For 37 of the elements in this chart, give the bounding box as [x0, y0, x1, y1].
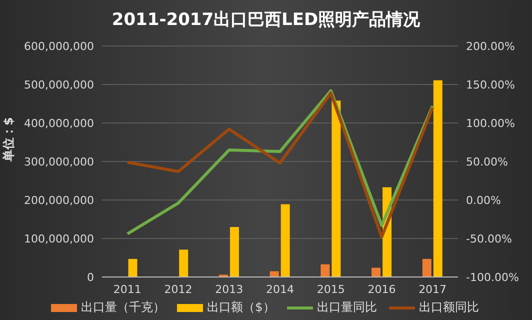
x-tick-label: 2014 — [266, 282, 294, 296]
y-tick-label: 100,000,000 — [24, 232, 94, 246]
chart-title: 2011-2017出口巴西LED照明产品情况 — [110, 9, 422, 32]
bar — [332, 100, 341, 277]
y2-tick-label: 100.00% — [466, 116, 515, 130]
y2-tick-label: 50.00% — [466, 155, 508, 168]
x-tick-label: 2013 — [215, 282, 244, 296]
legend-label: 出口量同比 — [316, 299, 377, 316]
bar — [422, 258, 432, 277]
y-tick-label: 300,000,000 — [24, 155, 94, 168]
y-tick-label: 500,000,000 — [24, 78, 94, 92]
bar — [128, 258, 138, 277]
x-tick-label: 2016 — [368, 282, 396, 296]
bar — [179, 250, 188, 277]
bar — [230, 226, 239, 277]
y2-tick-label: -100.00% — [466, 270, 519, 284]
x-tick-label: 2012 — [164, 282, 192, 296]
bar — [280, 204, 290, 277]
y2-tick-label: 200.00% — [466, 40, 515, 53]
x-tick-label: 2017 — [418, 282, 447, 296]
y-tick-label: 200,000,000 — [24, 194, 94, 207]
y-tick-label: 600,000,000 — [24, 40, 94, 53]
y-tick-label: 400,000,000 — [24, 116, 94, 130]
y-axis-title: 单位：$ — [1, 117, 16, 162]
bar — [270, 271, 279, 277]
y-tick-label: 0 — [87, 270, 94, 284]
legend-label: 出口额同比 — [418, 299, 479, 316]
y2-tick-label: -50.00% — [466, 232, 512, 246]
x-tick-label: 2015 — [316, 282, 345, 296]
bar — [320, 264, 330, 277]
bar — [372, 268, 381, 277]
x-tick-label: 2011 — [113, 282, 142, 296]
legend-label: 出口额（$） — [206, 299, 275, 316]
bar — [433, 80, 442, 277]
y2-tick-label: 0.00% — [466, 194, 501, 207]
y2-tick-label: 150.00% — [466, 78, 515, 92]
legend-label: 出口量（千克） — [80, 299, 166, 316]
